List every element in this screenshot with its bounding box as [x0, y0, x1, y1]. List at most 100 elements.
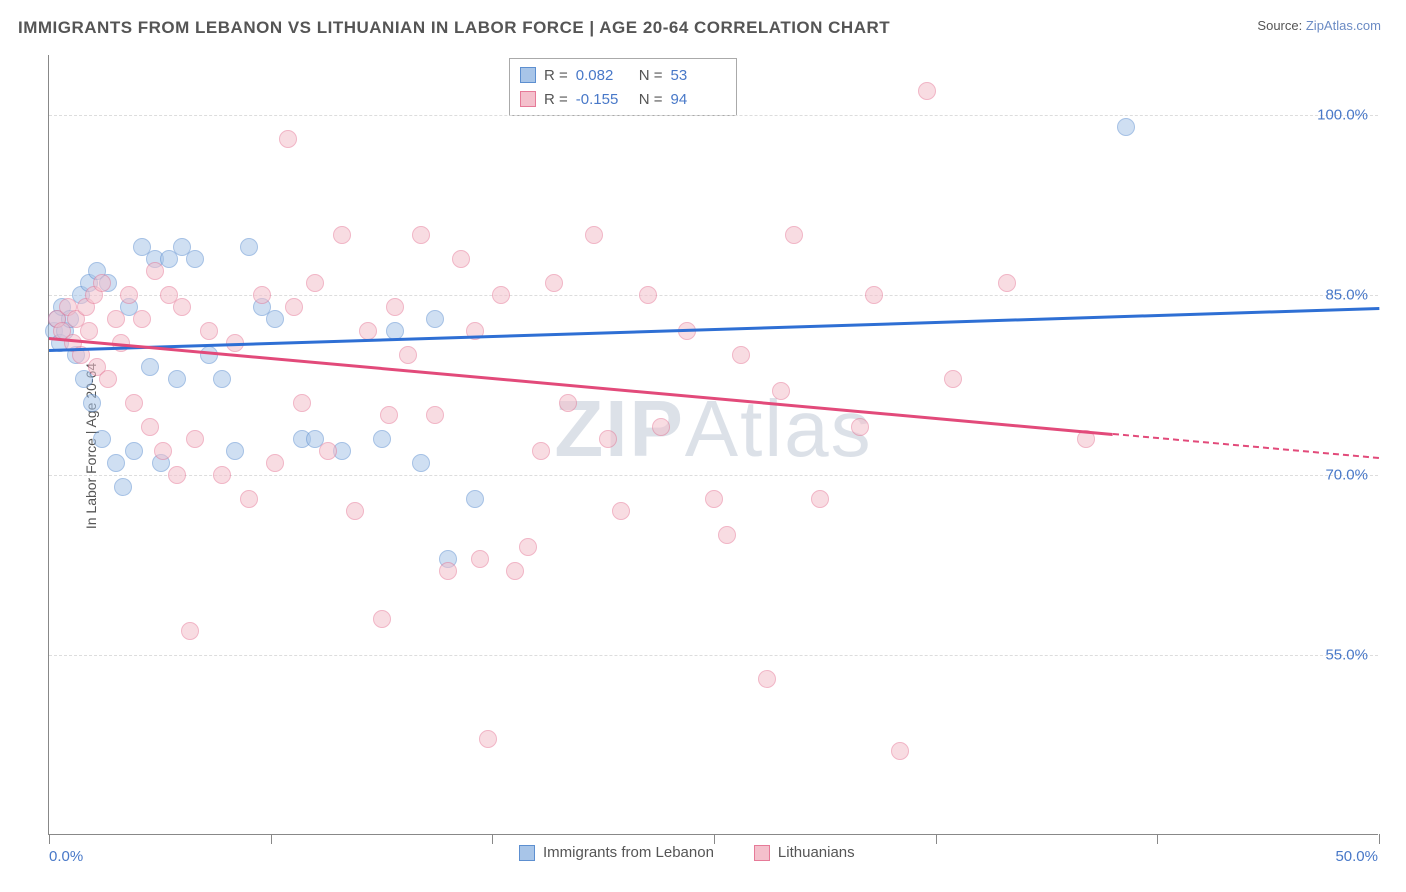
n-label-2: N = [639, 91, 663, 108]
data-point [732, 346, 750, 364]
data-point [785, 226, 803, 244]
data-point [141, 358, 159, 376]
data-point [373, 610, 391, 628]
chart-container: IMMIGRANTS FROM LEBANON VS LITHUANIAN IN… [0, 0, 1406, 892]
data-point [200, 346, 218, 364]
data-point [125, 394, 143, 412]
data-point [359, 322, 377, 340]
xtick-mark [492, 834, 493, 844]
data-point [240, 238, 258, 256]
ytick-label: 85.0% [1325, 287, 1368, 304]
data-point [851, 418, 869, 436]
data-point [373, 430, 391, 448]
stats-box: R = 0.082 N = 53 R = -0.155 N = 94 [509, 58, 737, 116]
gridline-horizontal [49, 295, 1378, 296]
legend-label-series1: Immigrants from Lebanon [543, 844, 714, 861]
data-point [213, 466, 231, 484]
data-point [279, 130, 297, 148]
data-point [285, 298, 303, 316]
stats-row-series2: R = -0.155 N = 94 [520, 87, 726, 111]
xtick-mark [936, 834, 937, 844]
data-point [559, 394, 577, 412]
data-point [80, 322, 98, 340]
data-point [705, 490, 723, 508]
data-point [545, 274, 563, 292]
source-link[interactable]: ZipAtlas.com [1306, 18, 1381, 33]
source-attribution: Source: ZipAtlas.com [1257, 18, 1381, 33]
data-point [168, 466, 186, 484]
data-point [758, 670, 776, 688]
n-value-1: 53 [671, 67, 726, 84]
data-point [639, 286, 657, 304]
data-point [186, 430, 204, 448]
data-point [532, 442, 550, 460]
data-point [944, 370, 962, 388]
data-point [466, 490, 484, 508]
data-point [426, 406, 444, 424]
data-point [186, 250, 204, 268]
legend-swatch-series1 [519, 845, 535, 861]
swatch-series2 [520, 91, 536, 107]
data-point [380, 406, 398, 424]
r-label-2: R = [544, 91, 568, 108]
data-point [426, 310, 444, 328]
data-point [412, 226, 430, 244]
gridline-horizontal [49, 475, 1378, 476]
xtick-mark [49, 834, 50, 844]
gridline-horizontal [49, 115, 1378, 116]
xtick-label-min: 0.0% [49, 848, 83, 865]
data-point [93, 274, 111, 292]
data-point [492, 286, 510, 304]
data-point [120, 286, 138, 304]
data-point [506, 562, 524, 580]
legend-item-series1: Immigrants from Lebanon [519, 844, 714, 861]
data-point [146, 262, 164, 280]
data-point [865, 286, 883, 304]
data-point [93, 430, 111, 448]
data-point [306, 274, 324, 292]
data-point [107, 454, 125, 472]
data-point [266, 454, 284, 472]
xtick-mark [1379, 834, 1380, 844]
data-point [891, 742, 909, 760]
data-point [811, 490, 829, 508]
data-point [133, 310, 151, 328]
legend-label-series2: Lithuanians [778, 844, 855, 861]
data-point [293, 394, 311, 412]
data-point [471, 550, 489, 568]
data-point [399, 346, 417, 364]
n-label-1: N = [639, 67, 663, 84]
data-point [412, 454, 430, 472]
r-value-2: -0.155 [576, 91, 631, 108]
legend-swatch-series2 [754, 845, 770, 861]
legend: Immigrants from Lebanon Lithuanians [519, 844, 855, 861]
xtick-mark [1157, 834, 1158, 844]
data-point [652, 418, 670, 436]
swatch-series1 [520, 67, 536, 83]
data-point [168, 370, 186, 388]
xtick-mark [714, 834, 715, 844]
data-point [333, 226, 351, 244]
data-point [585, 226, 603, 244]
trend-line [49, 307, 1379, 351]
data-point [125, 442, 143, 460]
gridline-horizontal [49, 655, 1378, 656]
data-point [599, 430, 617, 448]
r-value-1: 0.082 [576, 67, 631, 84]
data-point [141, 418, 159, 436]
legend-item-series2: Lithuanians [754, 844, 855, 861]
data-point [479, 730, 497, 748]
data-point [240, 490, 258, 508]
r-label-1: R = [544, 67, 568, 84]
data-point [998, 274, 1016, 292]
xtick-label-max: 50.0% [1335, 848, 1378, 865]
data-point [439, 562, 457, 580]
data-point [918, 82, 936, 100]
source-label: Source: [1257, 18, 1302, 33]
data-point [200, 322, 218, 340]
data-point [83, 394, 101, 412]
data-point [181, 622, 199, 640]
ytick-label: 70.0% [1325, 467, 1368, 484]
data-point [612, 502, 630, 520]
stats-row-series1: R = 0.082 N = 53 [520, 63, 726, 87]
